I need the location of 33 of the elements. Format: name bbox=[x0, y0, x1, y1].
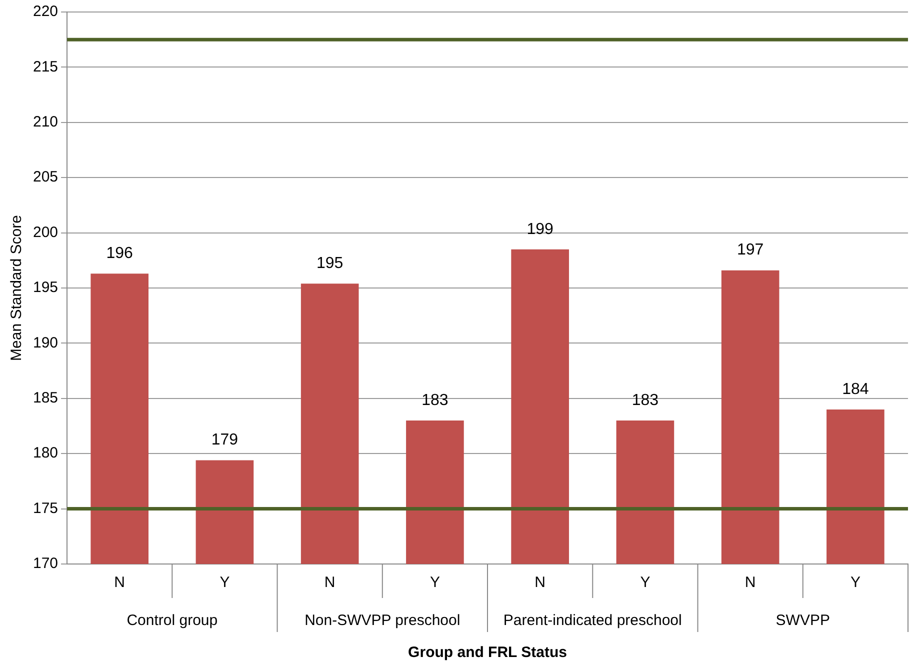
data-label: 183 bbox=[632, 392, 659, 409]
x-tick-label: N bbox=[114, 574, 126, 592]
x-tick-label: N bbox=[324, 574, 336, 592]
y-tick-label: 185 bbox=[32, 390, 58, 407]
text: Control group bbox=[126, 612, 218, 630]
data-label: 199 bbox=[526, 220, 554, 238]
y-tick-label: 190 bbox=[32, 334, 58, 352]
y-tick-label: 180 bbox=[32, 444, 58, 462]
text: Parent-indicated preschool bbox=[503, 612, 682, 630]
x-tick-label: Y bbox=[850, 574, 860, 592]
data-label: 179 bbox=[211, 432, 238, 449]
x-tick-label: N bbox=[534, 574, 546, 592]
y-tick-label: 170 bbox=[32, 555, 58, 572]
y-tick-label: 205 bbox=[32, 168, 58, 186]
y-tick-label: 215 bbox=[32, 58, 58, 76]
x-tick-label: Y bbox=[220, 574, 230, 592]
y-tick-label: 175 bbox=[32, 500, 58, 517]
data-label: 184 bbox=[842, 380, 869, 398]
data-label: 197 bbox=[736, 242, 764, 259]
text: SWVPP bbox=[776, 612, 830, 630]
x-tick-label: N bbox=[744, 574, 756, 592]
y-tick-label: 195 bbox=[32, 279, 58, 296]
data-label: 196 bbox=[106, 245, 134, 262]
y-tick-label: 210 bbox=[32, 114, 58, 131]
text: Non-SWVPP preschool bbox=[304, 612, 460, 630]
x-tick-label: Y bbox=[430, 574, 440, 592]
data-label: 183 bbox=[422, 392, 448, 409]
y-tick-label: 220 bbox=[32, 3, 58, 20]
x-axis-title: Group and FRL Status bbox=[408, 644, 567, 662]
data-label: 195 bbox=[316, 254, 344, 272]
y-axis-title: Mean Standard Score bbox=[8, 215, 26, 361]
x-tick-label: Y bbox=[640, 574, 650, 592]
y-tick-label: 200 bbox=[32, 224, 58, 241]
